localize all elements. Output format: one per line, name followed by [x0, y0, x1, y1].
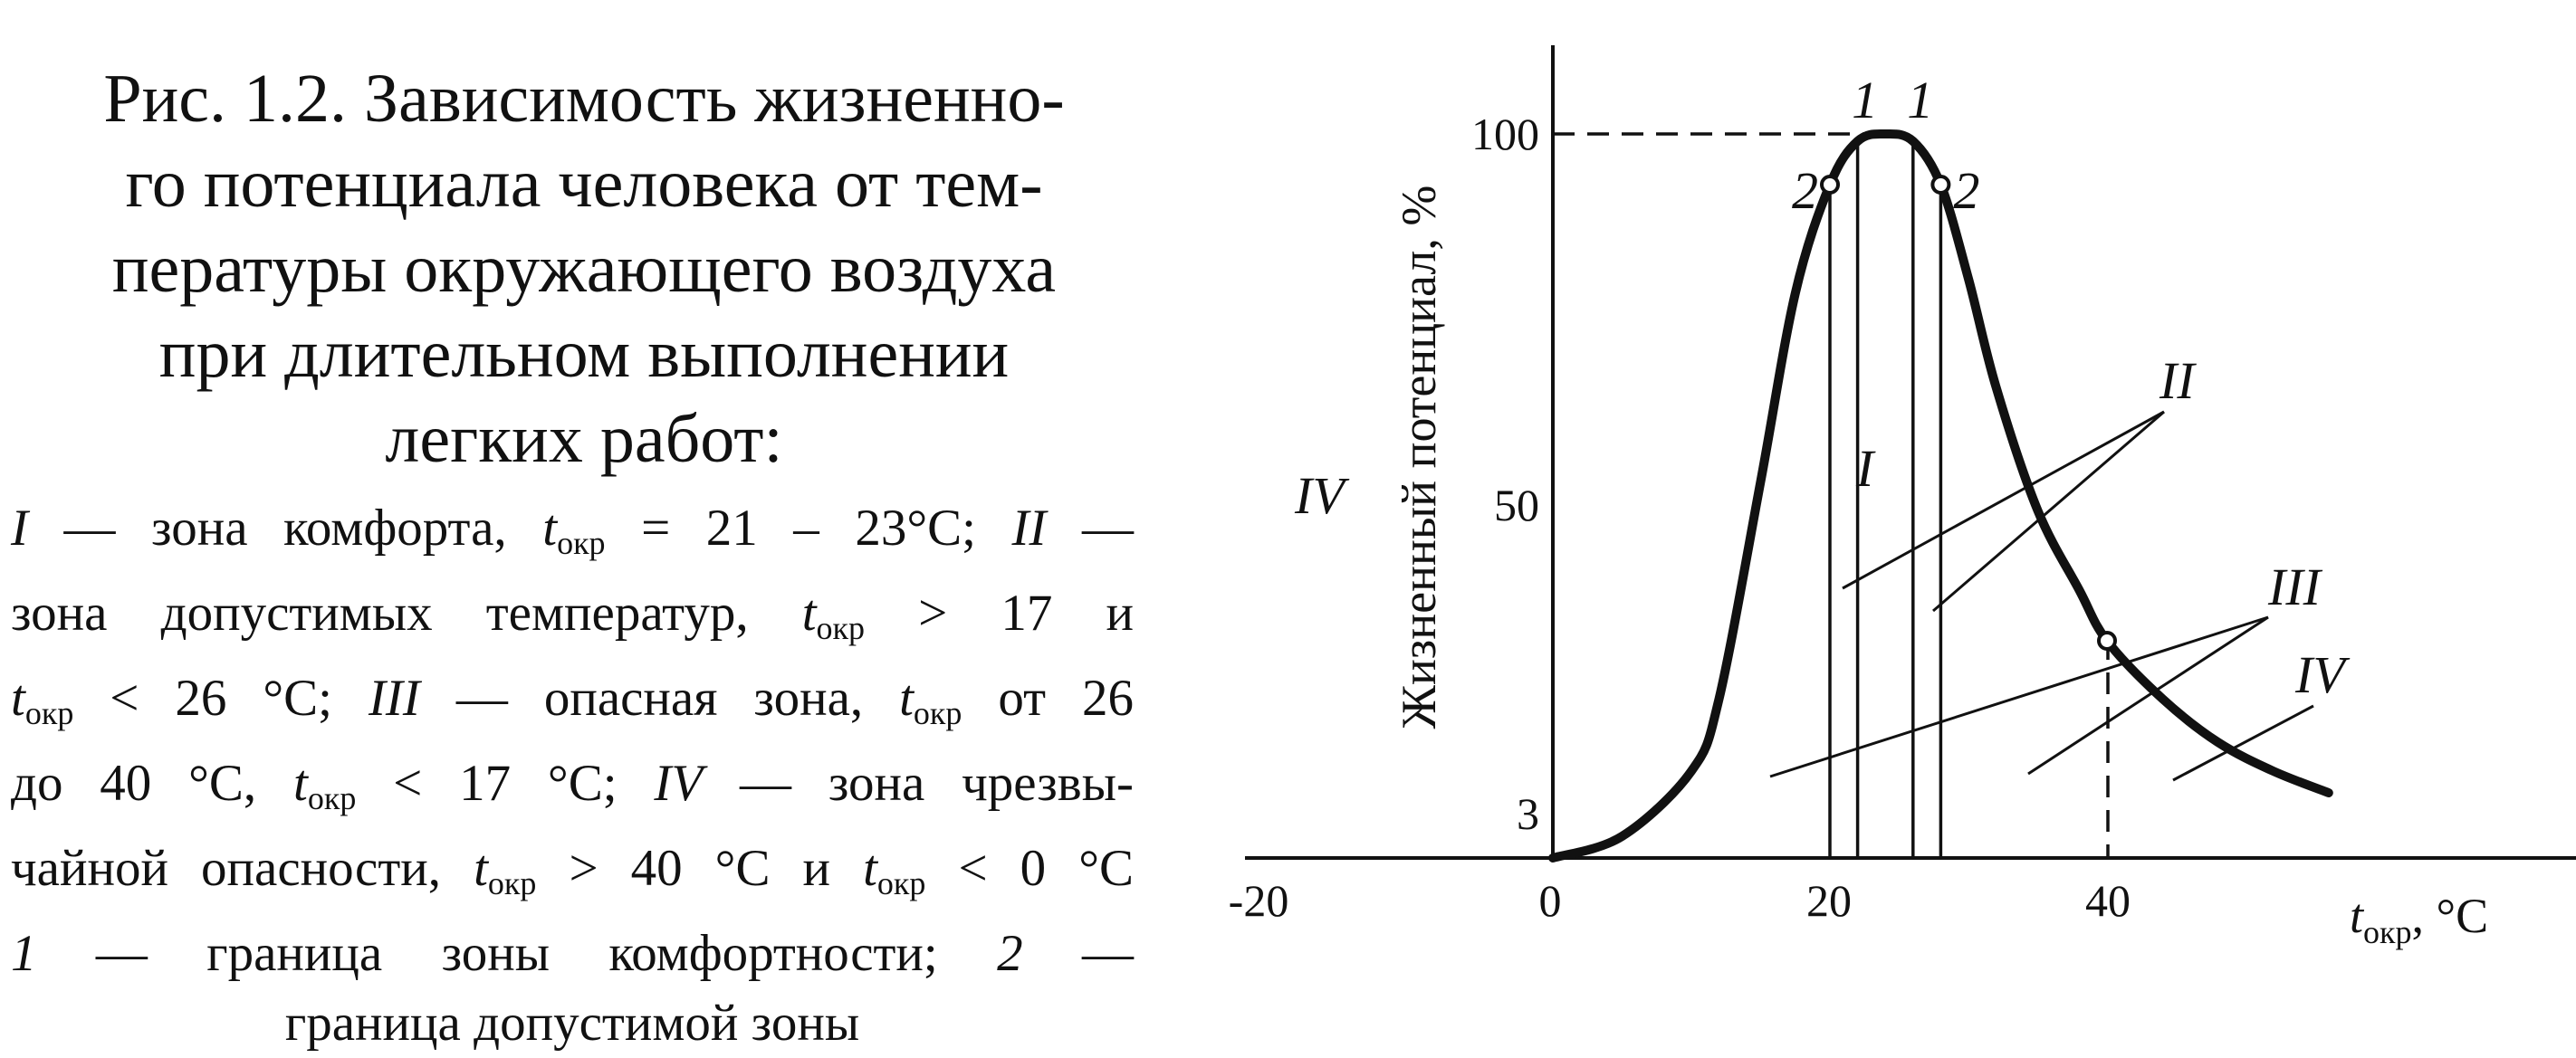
zone-label-I: I [1855, 439, 1876, 498]
variable-subscript: окр [24, 695, 74, 731]
legend-text: < 26 °C; [73, 670, 369, 727]
y-tick-label: 100 [1471, 109, 1539, 159]
legend-line: зона допустимых температур, tокр > 17 и [11, 578, 1134, 663]
zone-numeral: III [368, 670, 420, 727]
variable-t: t [11, 670, 25, 727]
legend-line: I — зона комфорта, tокр = 21 – 23°C; II … [11, 493, 1134, 578]
legend-text: — граница зоны комфортности; [36, 925, 998, 982]
legend-line: чайной опасности, tокр > 40 °C и tокр < … [11, 834, 1134, 919]
zone-label-II: II [2159, 351, 2197, 410]
caption-title: Рис. 1.2. Зависимость жизненно- го потен… [63, 56, 1105, 481]
variable-t: t [801, 585, 817, 642]
legend-text: = 21 – 23°C; [605, 500, 1012, 557]
x-tick-label: 40 [2085, 875, 2131, 926]
legend-text: — [1022, 925, 1135, 982]
boundary-markers [1820, 175, 2117, 651]
variable-subscript: окр [487, 865, 537, 901]
boundary-marker [1930, 175, 1951, 195]
boundary-number-2: 2 [1953, 161, 1979, 220]
x-axis-variable: t [2350, 889, 2365, 943]
boundary-number-1: 1 [1852, 71, 1878, 129]
x-tick-label: -20 [1229, 875, 1289, 926]
legend-line: 1 — граница зоны комфортности; 2 — [11, 919, 1134, 988]
legend-text: > 40 °C и [536, 840, 864, 897]
variable-subscript: окр [816, 610, 866, 646]
variable-subscript: окр [557, 525, 606, 561]
pointer-zone-I [1842, 410, 2165, 590]
legend-text: — зона чрезвы- [703, 755, 1134, 812]
legend-text: зона допустимых температур, [11, 585, 802, 642]
zone-label-IV-left: IV [1294, 466, 1350, 525]
legend-text: < 0 °C [925, 840, 1135, 897]
pointer-zone-III-a [1769, 615, 2269, 778]
variable-t: t [474, 840, 488, 897]
zone-pointers [1769, 410, 2314, 782]
variable-t: t [542, 500, 558, 557]
x-tick-label: 20 [1806, 875, 1852, 926]
x-axis-unit: , °C [2412, 889, 2489, 943]
legend-text: — зона комфорта, [27, 500, 543, 557]
variable-t: t [293, 755, 308, 812]
boundary-number-labels: 21 12 [1792, 71, 1979, 220]
variable-t: t [899, 670, 914, 727]
legend-line: до 40 °C, tокр < 17 °C; IV — зона чрезвы… [11, 748, 1134, 834]
caption-legend: I — зона комфорта, tокр = 21 – 23°C; II … [11, 493, 1134, 1058]
caption-title-line: го потенциала человека от тем- [125, 146, 1043, 222]
tick-labels: -20 0 20 40 100 50 3 [1229, 109, 2131, 926]
y-tick-label: 50 [1494, 480, 1539, 530]
boundary-number-2: 2 [1792, 161, 1818, 220]
x-axis-label: tокр, °C [2350, 889, 2488, 950]
zone-label-IV-right: IV [2294, 645, 2351, 704]
zone-numeral: II [1011, 500, 1047, 557]
variable-subscript: окр [307, 780, 357, 816]
zone-labels: IV I II III IV [1294, 351, 2351, 704]
y-axis-label: Жизненный потенциал, % [1392, 186, 1446, 729]
comfort-curve-figure: -20 0 20 40 100 50 3 IV I II III IV 21 12… [1229, 45, 2576, 950]
boundary-number: 2 [997, 925, 1023, 982]
vital-potential-curve [1548, 129, 2333, 863]
zone-boundary-lines [1828, 141, 1943, 858]
caption-title-line: Рис. 1.2. Зависимость жизненно- [103, 61, 1065, 137]
legend-text: — [1046, 500, 1135, 557]
legend-line: tокр < 26 °C; III — опасная зона, tокр о… [11, 663, 1134, 748]
variable-subscript: окр [913, 695, 962, 731]
variable-t: t [863, 840, 877, 897]
legend-text: < 17 °C; [356, 755, 655, 812]
variable-subscript: окр [876, 865, 926, 901]
boundary-number: 1 [11, 925, 37, 982]
y-tick-label: 3 [1517, 788, 1539, 839]
pointer-zone-III-b [2027, 615, 2269, 776]
pointer-zone-II [1932, 410, 2165, 613]
x-axis-subscript: окр [2363, 914, 2412, 950]
legend-text: — опасная зона, [419, 670, 900, 727]
caption-title-line: пературы окружающего воздуха [111, 231, 1057, 307]
legend-text: до 40 °C, [11, 755, 293, 812]
legend-text: от 26 [962, 670, 1134, 727]
zone-label-III: III [2267, 558, 2323, 616]
boundary-number-1: 1 [1907, 71, 1933, 129]
zone-numeral: I [11, 500, 28, 557]
zone-numeral: IV [654, 755, 704, 812]
caption-title-line: при длительном выполнении [158, 316, 1010, 392]
legend-text: > 17 и [865, 585, 1135, 642]
x-tick-label: 0 [1539, 875, 1562, 926]
pointer-zone-IV [2172, 704, 2314, 782]
legend-text: чайной опасности, [11, 840, 474, 897]
caption-title-line: легких работ: [385, 401, 783, 477]
boundary-marker [2097, 631, 2117, 651]
boundary-marker [1820, 175, 1840, 195]
